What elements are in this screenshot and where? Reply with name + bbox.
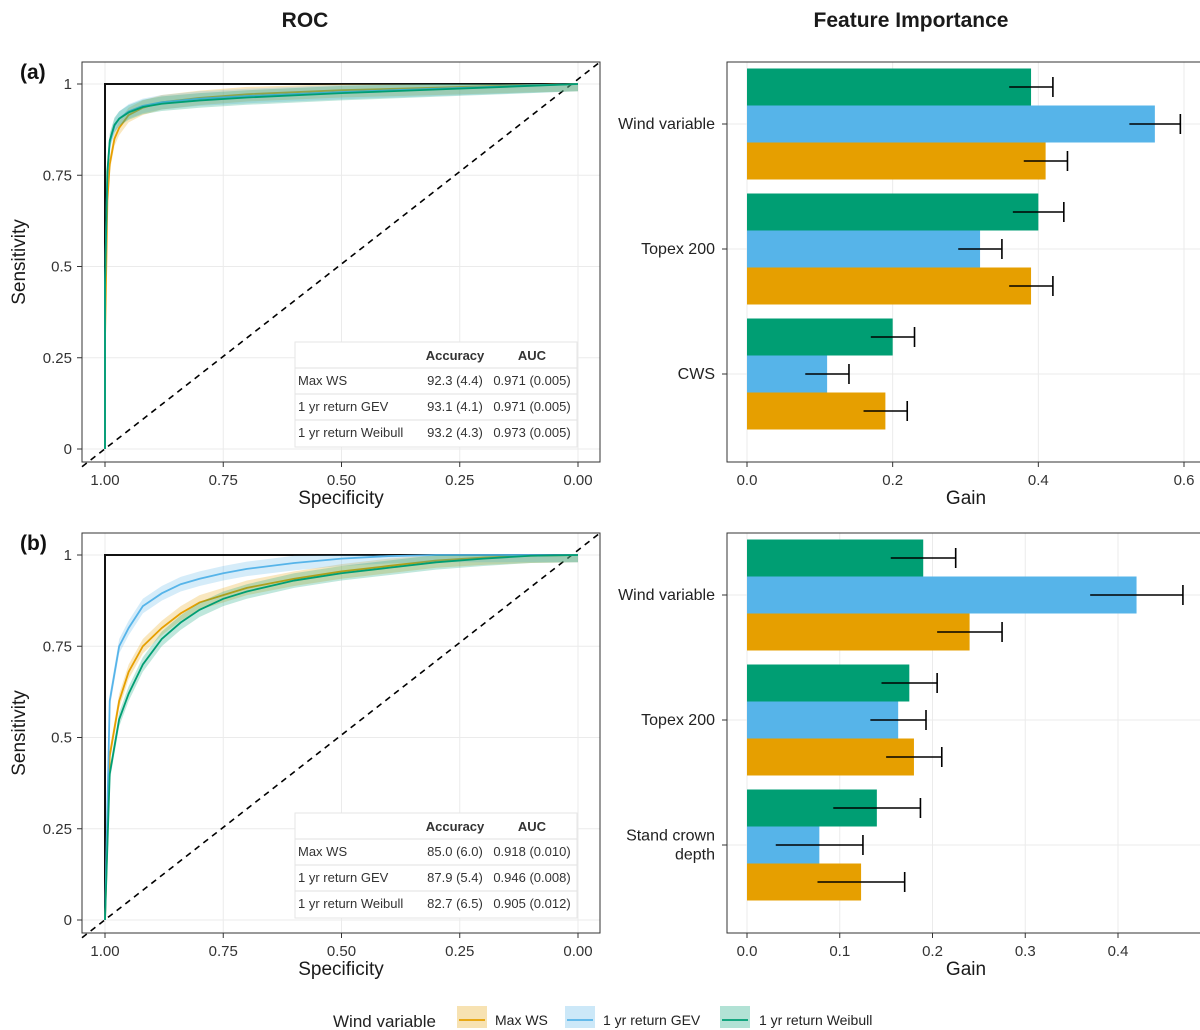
legend-item-label: 1 yr return GEV: [603, 1012, 701, 1028]
roc-x-tick-label: 0.50: [327, 472, 356, 489]
roc-x-tick-label: 0.00: [563, 472, 592, 489]
roc-x-tick-label: 0.75: [209, 472, 238, 489]
roc-curve-line: [104, 554, 579, 921]
legend: Wind variable Max WS 1 yr return GEV 1 yr r…: [333, 1006, 872, 1030]
roc-y-tick-label: 0.5: [51, 730, 72, 747]
roc-curve-line: [104, 554, 578, 921]
importance-bar: [747, 105, 1155, 143]
table-header-cell: AUC: [518, 819, 547, 834]
importance-column-title: Feature Importance: [814, 9, 1009, 32]
table-cell: 0.918 (0.010): [493, 844, 570, 859]
table-header-cell: AUC: [518, 348, 547, 363]
legend-item-label: Max WS: [495, 1012, 548, 1028]
roc-y-tick-label: 1: [64, 76, 72, 93]
table-cell: 93.1 (4.1): [427, 399, 483, 414]
roc-y-tick-label: 0.5: [51, 259, 72, 276]
roc-x-tick-label: 1.00: [90, 943, 119, 960]
importance-x-axis-title: Gain: [946, 488, 986, 509]
importance-x-tick-label: 0.6: [1174, 472, 1195, 489]
importance-x-axis-title: Gain: [946, 959, 986, 980]
roc-y-tick-label: 0.75: [43, 167, 72, 184]
importance-x-tick-label: 0.0: [737, 943, 758, 960]
importance-bar: [747, 392, 886, 430]
importance-bar: [747, 613, 970, 651]
table-header-cell: Accuracy: [426, 819, 485, 834]
roc-panel: 1.00 0.75 0.50 0.25 0.00 0 0.25 0.5 0.75 1 Specifi…: [9, 532, 601, 980]
importance-panel: Wind variable Topex 200 Stand crown depth 0.…: [618, 532, 1200, 980]
roc-y-tick-label: 0.25: [43, 821, 72, 838]
roc-x-tick-label: 0.25: [445, 472, 474, 489]
panel-tag: (a): [20, 61, 46, 84]
table-cell: 0.973 (0.005): [493, 425, 570, 440]
roc-x-tick-label: 0.00: [563, 943, 592, 960]
roc-x-tick-label: 0.50: [327, 943, 356, 960]
roc-y-axis-title: Sensitivity: [9, 690, 30, 776]
category-label: Wind variable: [618, 587, 715, 604]
importance-x-tick-label: 0.3: [1015, 943, 1036, 960]
importance-bar: [747, 193, 1039, 231]
table-cell: 0.905 (0.012): [493, 896, 570, 911]
table-cell: Max WS: [298, 373, 347, 388]
importance-x-tick-label: 0.4: [1028, 472, 1049, 489]
category-label: Stand crown depth: [626, 828, 715, 864]
roc-metrics-table: Accuracy AUC Max WS 92.3 (4.4) 0.971 (0.005)…: [294, 341, 578, 448]
table-cell: 92.3 (4.4): [427, 373, 483, 388]
legend-item-label: 1 yr return Weibull: [759, 1012, 872, 1028]
importance-x-tick-label: 0.1: [829, 943, 850, 960]
importance-bar: [747, 318, 893, 356]
legend-key: [720, 1006, 750, 1028]
table-cell: Max WS: [298, 844, 347, 859]
roc-x-tick-label: 0.25: [445, 943, 474, 960]
roc-panel: 1.00 0.75 0.50 0.25 0.00 0 0.25 0.5 0.75 1 Specifi…: [9, 61, 601, 509]
importance-bar: [747, 230, 981, 268]
roc-y-tick-label: 0.75: [43, 638, 72, 655]
table-cell: 0.971 (0.005): [493, 399, 570, 414]
roc-y-axis-title: Sensitivity: [9, 219, 30, 305]
legend-title: Wind variable: [333, 1012, 436, 1030]
table-cell: 87.9 (5.4): [427, 870, 483, 885]
importance-bar: [747, 576, 1137, 614]
roc-column-title: ROC: [282, 9, 329, 32]
roc-x-axis-title: Specificity: [298, 488, 384, 509]
importance-x-tick-label: 0.2: [882, 472, 903, 489]
importance-panel-border: [726, 532, 1200, 934]
legend-key: [565, 1006, 595, 1028]
roc-y-tick-label: 0: [64, 912, 72, 929]
roc-x-axis-title: Specificity: [298, 959, 384, 980]
importance-bar: [747, 267, 1032, 305]
table-cell: 1 yr return GEV: [298, 870, 389, 885]
importance-x-tick-label: 0.4: [1108, 943, 1129, 960]
table-cell: 0.946 (0.008): [493, 870, 570, 885]
roc-x-tick-label: 0.75: [209, 943, 238, 960]
table-cell: 0.971 (0.005): [493, 373, 570, 388]
legend-key: [457, 1006, 487, 1028]
category-label: Wind variable: [618, 116, 715, 133]
importance-panel-border: [726, 61, 1200, 463]
roc-y-tick-label: 1: [64, 547, 72, 564]
importance-panel: Wind variable Topex 200 CWS 0.0 0.2 0.4 0.6 Gai…: [618, 61, 1200, 509]
importance-x-tick-label: 0.0: [737, 472, 758, 489]
category-label: CWS: [678, 366, 715, 383]
table-cell: 93.2 (4.3): [427, 425, 483, 440]
panel-tag: (b): [20, 532, 47, 555]
roc-curve-line: [104, 83, 579, 449]
category-label: Topex 200: [641, 241, 715, 258]
table-cell: 1 yr return Weibull: [298, 425, 403, 440]
roc-metrics-table: Accuracy AUC Max WS 85.0 (6.0) 0.918 (0.010)…: [294, 812, 578, 919]
importance-bar: [747, 142, 1046, 180]
table-header-cell: Accuracy: [426, 348, 485, 363]
table-cell: 85.0 (6.0): [427, 844, 483, 859]
table-cell: 1 yr return Weibull: [298, 896, 403, 911]
roc-y-tick-label: 0.25: [43, 350, 72, 367]
importance-bar: [747, 68, 1032, 106]
category-label: Topex 200: [641, 712, 715, 729]
roc-x-tick-label: 1.00: [90, 472, 119, 489]
roc-y-tick-label: 0: [64, 441, 72, 458]
table-cell: 82.7 (6.5): [427, 896, 483, 911]
table-cell: 1 yr return GEV: [298, 399, 389, 414]
importance-x-tick-label: 0.2: [922, 943, 943, 960]
roc-curve-line: [104, 554, 579, 921]
chart-layer: 1.00 0.75 0.50 0.25 0.0000.250.50.751Specifi…: [9, 61, 1200, 1030]
